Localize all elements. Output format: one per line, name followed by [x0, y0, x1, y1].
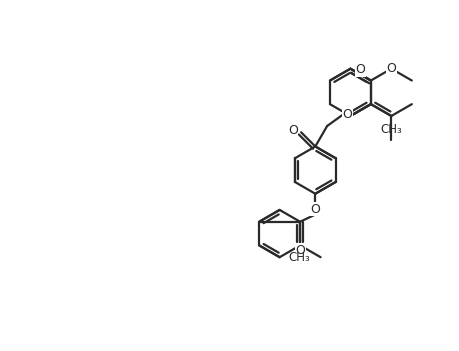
Text: O: O	[295, 244, 304, 257]
Text: CH₃: CH₃	[380, 123, 401, 136]
Text: O: O	[310, 203, 319, 216]
Text: O: O	[287, 124, 297, 137]
Text: O: O	[386, 62, 396, 75]
Text: CH₃: CH₃	[288, 251, 310, 264]
Text: O: O	[342, 108, 352, 121]
Text: O: O	[355, 64, 365, 77]
